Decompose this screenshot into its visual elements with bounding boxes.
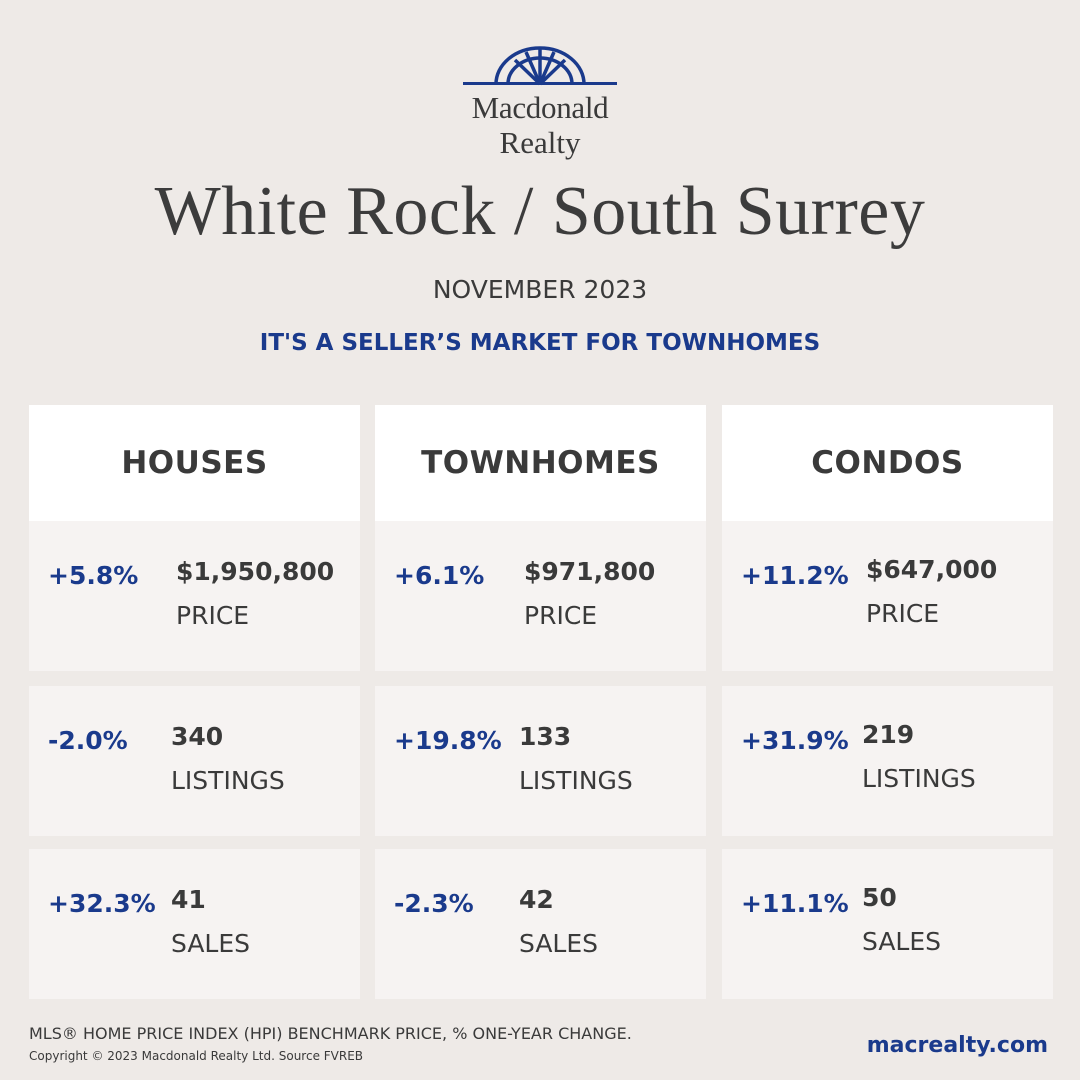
stat-value: 41 (171, 885, 206, 914)
stat-change: +11.1% (741, 889, 849, 918)
stat-change: +5.8% (48, 561, 139, 590)
stat-change: -2.3% (394, 889, 474, 918)
stat-label: PRICE (176, 601, 250, 630)
stat-label: LISTINGS (862, 764, 976, 793)
stat-change: +31.9% (741, 726, 849, 755)
stat-value: 133 (519, 722, 572, 751)
stat-listings: +31.9% 219 LISTINGS (722, 686, 1053, 836)
stat-value: $647,000 (866, 555, 998, 584)
stat-listings: -2.0% 340 LISTINGS (29, 686, 360, 836)
page-title: White Rock / South Surrey (154, 173, 926, 250)
stat-listings: +19.8% 133 LISTINGS (375, 686, 706, 836)
stat-price: +6.1% $971,800 PRICE (375, 521, 706, 671)
stat-value: 50 (862, 883, 897, 912)
stat-label: PRICE (866, 599, 940, 628)
stat-change: +19.8% (394, 726, 502, 755)
brand-name: Macdonald Realty (472, 90, 609, 158)
stat-value: $971,800 (524, 557, 656, 586)
stat-label: SALES (519, 929, 599, 958)
stat-label: PRICE (524, 601, 598, 630)
stat-change: -2.0% (48, 726, 128, 755)
market-tagline: IT'S A SELLER’S MARKET FOR TOWNHOMES (259, 330, 821, 356)
stat-value: $1,950,800 (176, 557, 335, 586)
copyright: Copyright © 2023 Macdonald Realty Ltd. S… (29, 1049, 364, 1063)
stat-value: 219 (862, 720, 915, 749)
brand-logo: Macdonald Realty (0, 40, 1080, 158)
stat-label: LISTINGS (171, 766, 285, 795)
report-date: NOVEMBER 2023 (432, 275, 648, 304)
column-header: HOUSES (29, 405, 360, 521)
brand-line2: Realty (499, 125, 581, 160)
footer-note: MLS® HOME PRICE INDEX (HPI) BENCHMARK PR… (29, 1024, 632, 1043)
website-link[interactable]: macrealty.com (866, 1033, 1048, 1058)
stat-label: LISTINGS (519, 766, 633, 795)
stat-value: 340 (171, 722, 224, 751)
stat-value: 42 (519, 885, 554, 914)
column-header: CONDOS (722, 405, 1053, 521)
stat-change: +32.3% (48, 889, 156, 918)
stat-change: +6.1% (394, 561, 485, 590)
stat-sales: +11.1% 50 SALES (722, 849, 1053, 999)
stat-price: +5.8% $1,950,800 PRICE (29, 521, 360, 671)
column-header: TOWNHOMES (375, 405, 706, 521)
stat-price: +11.2% $647,000 PRICE (722, 521, 1053, 671)
stat-change: +11.2% (741, 561, 849, 590)
stat-label: SALES (171, 929, 251, 958)
macdonald-realty-fan-icon (463, 46, 617, 86)
brand-line1: Macdonald (471, 90, 609, 125)
stat-label: SALES (862, 927, 942, 956)
stat-sales: -2.3% 42 SALES (375, 849, 706, 999)
stat-sales: +32.3% 41 SALES (29, 849, 360, 999)
